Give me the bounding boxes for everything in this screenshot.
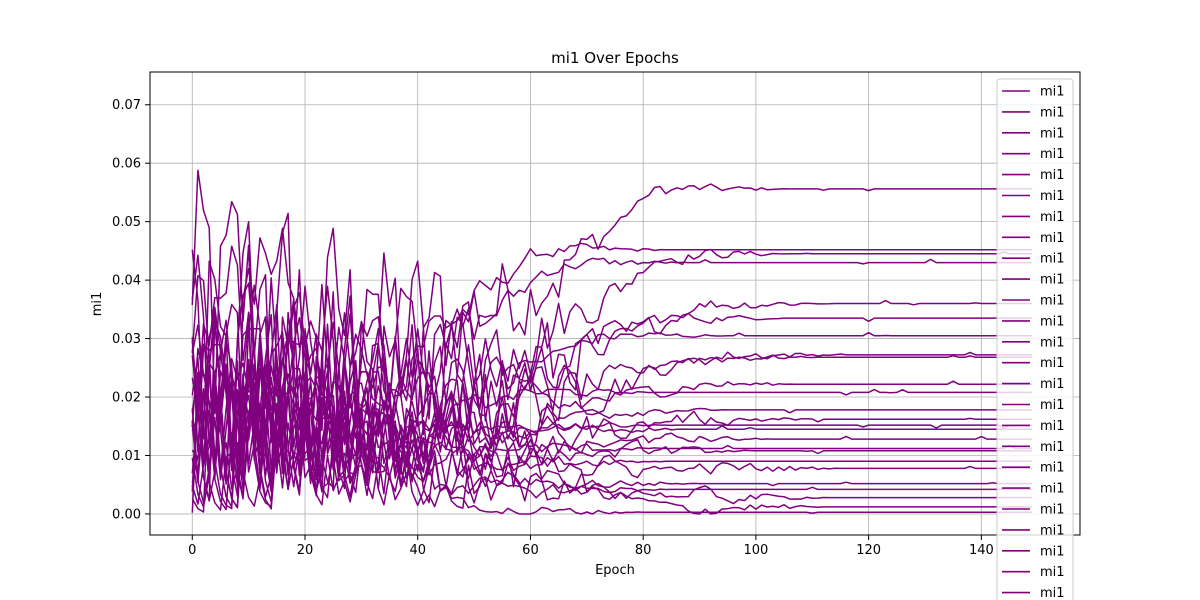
legend-label: mi1 [1040,440,1065,455]
series-line [191,372,1033,511]
y-tick-label: 0.07 [112,98,141,113]
series-line [191,306,1033,498]
series-line [191,357,1033,483]
y-tick-label: 0.00 [112,507,141,522]
x-tick-label: 120 [856,543,881,558]
x-tick-label: 40 [409,543,426,558]
legend-label: mi1 [1040,126,1065,141]
y-tick-label: 0.06 [112,157,141,172]
y-tick-label: 0.02 [112,391,141,406]
legend-frame [996,78,1074,600]
series-line [191,169,1033,485]
y-axis: 0.00 0.01 0.02 0.03 0.04 0.05 0.06 0.07 [112,98,150,522]
legend-label: mi1 [1040,523,1065,538]
series-line [191,324,1033,476]
series-line [191,220,1033,463]
chart-title: mi1 Over Epochs [551,49,679,67]
x-tick-label: 140 [969,543,994,558]
legend-label: mi1 [1040,503,1065,518]
legend-label: mi1 [1040,294,1065,309]
legend-label: mi1 [1040,105,1065,120]
x-tick-label: 100 [743,543,768,558]
plot-frame [149,71,1081,536]
legend-label: mi1 [1040,461,1065,476]
series-line [191,378,1033,500]
series-layer [191,169,1033,515]
x-axis-label: Epoch [595,563,635,578]
legend-label: mi1 [1040,147,1065,162]
legend-label: mi1 [1040,231,1065,246]
legend-label: mi1 [1040,85,1065,100]
series-line [191,355,1033,506]
legend-label: mi1 [1040,398,1065,413]
legend-label: mi1 [1040,273,1065,288]
legend-label: mi1 [1040,377,1065,392]
legend-label: mi1 [1040,189,1065,204]
series-line [191,360,1033,509]
legend-label: mi1 [1040,482,1065,497]
legend-label: mi1 [1040,314,1065,329]
series-line [191,227,1033,502]
x-tick-label: 80 [635,543,652,558]
x-tick-label: 60 [522,543,539,558]
x-tick-label: 0 [188,543,196,558]
x-axis: 0 20 40 60 80 100 120 140 [188,535,994,558]
series-line [191,388,1033,515]
legend-label: mi1 [1040,356,1065,371]
y-tick-label: 0.05 [112,215,141,230]
grid-lines [150,72,1080,535]
legend-label: mi1 [1040,419,1065,434]
legend-label: mi1 [1040,168,1065,183]
series-line [191,357,1033,499]
legend-label: mi1 [1040,210,1065,225]
y-tick-label: 0.01 [112,449,141,464]
legend-label: mi1 [1040,565,1065,580]
x-tick-label: 20 [297,543,314,558]
legend-label: mi1 [1040,252,1065,267]
legend: mi1 mi1 mi1 mi1 mi1 mi1 mi1 mi1 mi1 mi1 mi1 mi1 mi1 m… [996,78,1074,600]
legend-label: mi1 [1040,544,1065,559]
series-line [191,321,1033,509]
series-line [191,373,1033,508]
series-line [191,394,1033,515]
legend-label: mi1 [1040,586,1065,600]
y-tick-label: 0.03 [112,332,141,347]
y-axis-label: mi1 [90,292,105,317]
legend-label: mi1 [1040,335,1065,350]
y-tick-label: 0.04 [112,274,141,289]
